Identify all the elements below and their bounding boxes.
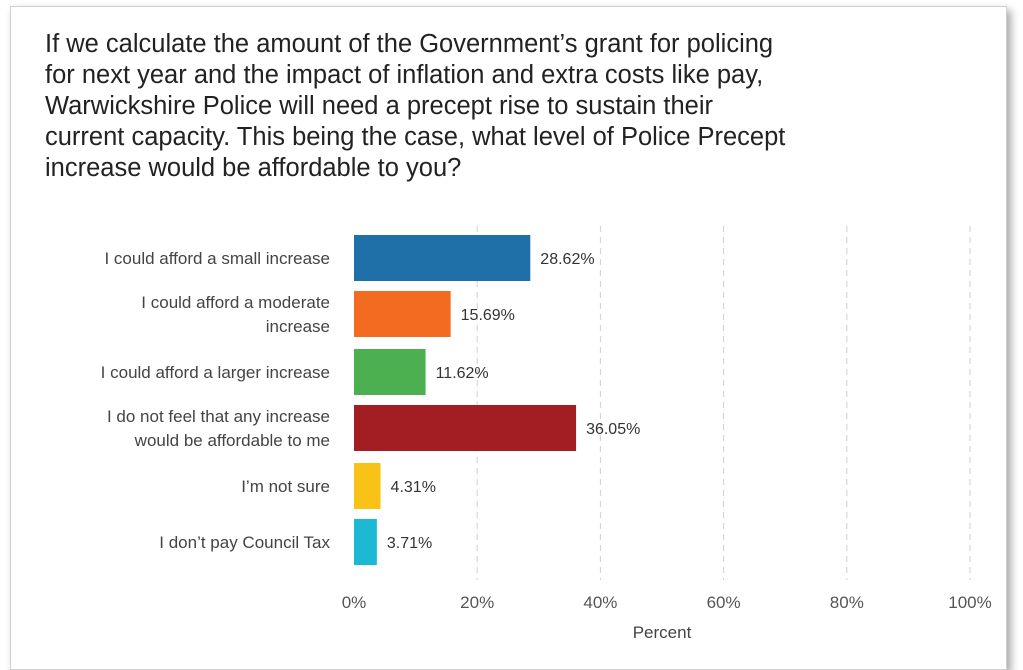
bar xyxy=(354,235,531,281)
category-label: I could afford a moderate increase xyxy=(141,293,330,336)
value-labels: 28.62% 15.69% 11.62% 36.05% 4.31% 3.71% xyxy=(387,251,640,552)
bar-value-label: 15.69% xyxy=(461,307,515,324)
bars xyxy=(354,235,577,565)
category-label: I could afford a small increase xyxy=(104,249,330,268)
bar xyxy=(354,291,451,337)
bar-value-label: 3.71% xyxy=(387,535,432,552)
category-label: I could afford a larger increase xyxy=(101,363,330,382)
x-tick-label: 0% xyxy=(342,593,367,612)
x-tick-label: 60% xyxy=(707,593,741,612)
bar xyxy=(354,519,377,565)
category-labels: I could afford a small increase I could a… xyxy=(101,249,331,552)
bar xyxy=(354,349,426,395)
bar xyxy=(354,463,381,509)
x-axis-title: Percent xyxy=(633,623,692,642)
x-tick-label: 80% xyxy=(830,593,864,612)
gridlines xyxy=(476,226,971,580)
bar-value-label: 11.62% xyxy=(436,365,489,382)
x-tick-labels: 0% 20% 40% 60% 80% 100% xyxy=(342,593,992,612)
bar-value-label: 4.31% xyxy=(391,479,436,496)
bar-value-label: 28.62% xyxy=(540,251,594,268)
category-label: I’m not sure xyxy=(241,477,330,496)
x-tick-label: 40% xyxy=(583,593,617,612)
category-label: I don’t pay Council Tax xyxy=(159,533,330,552)
bar-value-label: 36.05% xyxy=(586,421,640,438)
chart-card: If we calculate the amount of the Govern… xyxy=(10,6,1007,670)
question-title: If we calculate the amount of the Govern… xyxy=(45,30,786,182)
x-tick-label: 20% xyxy=(460,593,494,612)
category-label: I do not feel that any increase would be … xyxy=(107,407,330,450)
bar xyxy=(354,405,577,451)
x-tick-label: 100% xyxy=(948,593,991,612)
